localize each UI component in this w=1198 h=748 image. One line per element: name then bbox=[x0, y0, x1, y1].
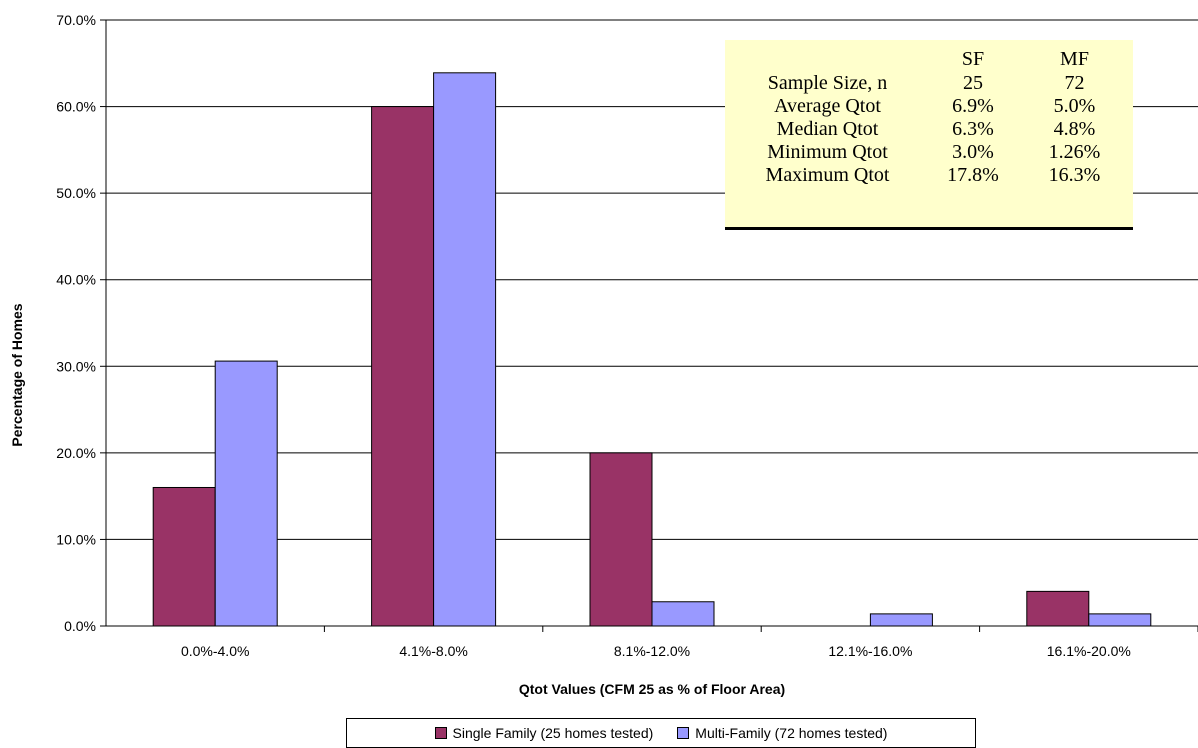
gridlines bbox=[106, 19, 1198, 540]
stats-row: Median Qtot 6.3% 4.8% bbox=[725, 118, 1133, 141]
legend-item-multi-family: Multi-Family (72 homes tested) bbox=[677, 725, 887, 741]
stats-header-label bbox=[725, 40, 930, 72]
stats-sf-value: 17.8% bbox=[947, 164, 999, 186]
stats-mf-value: 16.3% bbox=[1048, 164, 1101, 186]
stats-sf-value: 25 bbox=[963, 72, 983, 94]
stats-row-label: Maximum Qtot bbox=[765, 164, 890, 186]
legend-label-single-family: Single Family (25 homes tested) bbox=[452, 725, 654, 741]
bar-chart: 0.0%10.0%20.0%30.0%40.0%50.0%60.0%70.0% … bbox=[9, 12, 1198, 697]
bar-multi-family bbox=[433, 72, 497, 627]
y-tick-label: 50.0% bbox=[56, 185, 96, 201]
stats-row: Minimum Qtot 3.0% 1.26% bbox=[725, 141, 1133, 164]
y-tick-labels: 0.0% 10.0% 20.0% 30.0% 40.0% 50.0% 60.0% 70.0% bbox=[56, 12, 96, 634]
stats-header-mf: MF bbox=[1060, 47, 1089, 70]
x-tick-labels: 0.0%-4.0% 4.1%-8.0% 8.1%-12.0% 12.1%-16.0% 1… bbox=[181, 643, 1131, 659]
bar-multi-family bbox=[214, 360, 278, 627]
bar-single-family bbox=[589, 452, 653, 627]
legend-swatch-single-family bbox=[434, 727, 447, 739]
y-tick-label: 70.0% bbox=[56, 12, 96, 28]
bar-single-family bbox=[152, 486, 216, 627]
legend-item-single-family: Single Family (25 homes tested) bbox=[434, 725, 654, 741]
stats-sf-value: 3.0% bbox=[952, 141, 994, 163]
stats-row-label: Median Qtot bbox=[776, 118, 879, 140]
stats-header-sf: SF bbox=[961, 47, 985, 70]
bar-multi-family bbox=[651, 601, 715, 627]
stats-mf-value: 1.26% bbox=[1048, 141, 1101, 163]
stats-mf-value: 5.0% bbox=[1053, 95, 1096, 117]
legend-label-multi-family: Multi-Family (72 homes tested) bbox=[695, 725, 888, 741]
y-tick-label: 10.0% bbox=[56, 531, 96, 547]
y-tick-label: 60.0% bbox=[56, 99, 96, 115]
bars bbox=[152, 72, 1152, 627]
stats-row-label: Minimum Qtot bbox=[767, 141, 888, 163]
x-tick-label: 16.1%-20.0% bbox=[1047, 643, 1131, 659]
stats-mf-value: 4.8% bbox=[1053, 118, 1096, 140]
stats-row-label: Sample Size, n bbox=[767, 72, 888, 94]
stats-row: Sample Size, n 25 72 bbox=[725, 72, 1133, 95]
bar-single-family bbox=[1026, 590, 1090, 627]
stats-sf-value: 6.3% bbox=[952, 118, 994, 140]
y-tick-label: 40.0% bbox=[56, 272, 96, 288]
y-tick-label: 20.0% bbox=[56, 445, 96, 461]
stats-row: Average Qtot 6.9% 5.0% bbox=[725, 95, 1133, 118]
x-tick-label: 8.1%-12.0% bbox=[614, 643, 690, 659]
bar-multi-family bbox=[869, 613, 933, 627]
y-tick-label: 30.0% bbox=[56, 358, 96, 374]
x-tick-label: 4.1%-8.0% bbox=[399, 643, 467, 659]
stats-mf-value: 72 bbox=[1064, 72, 1085, 94]
legend-swatch-multi-family bbox=[677, 727, 690, 739]
chart-legend: Single Family (25 homes tested) Multi-Fa… bbox=[346, 718, 976, 748]
stats-row: Maximum Qtot 17.8% 16.3% bbox=[725, 164, 1133, 187]
x-tick-label: 12.1%-16.0% bbox=[828, 643, 912, 659]
stats-sf-value: 6.9% bbox=[952, 95, 994, 117]
stats-header-row: SF MF bbox=[725, 40, 1133, 72]
summary-stats-table: SF MF Sample Size, n 25 72 Average Qtot … bbox=[725, 40, 1133, 230]
x-axis-title: Qtot Values (CFM 25 as % of Floor Area) bbox=[519, 681, 785, 697]
stats-row-label: Average Qtot bbox=[774, 95, 881, 117]
x-tick-label: 0.0%-4.0% bbox=[181, 643, 249, 659]
bar-multi-family bbox=[1088, 613, 1152, 627]
y-axis-title: Percentage of Homes bbox=[9, 303, 25, 446]
y-tick-label: 0.0% bbox=[64, 618, 96, 634]
bar-single-family bbox=[371, 106, 435, 627]
axes bbox=[100, 19, 1198, 632]
